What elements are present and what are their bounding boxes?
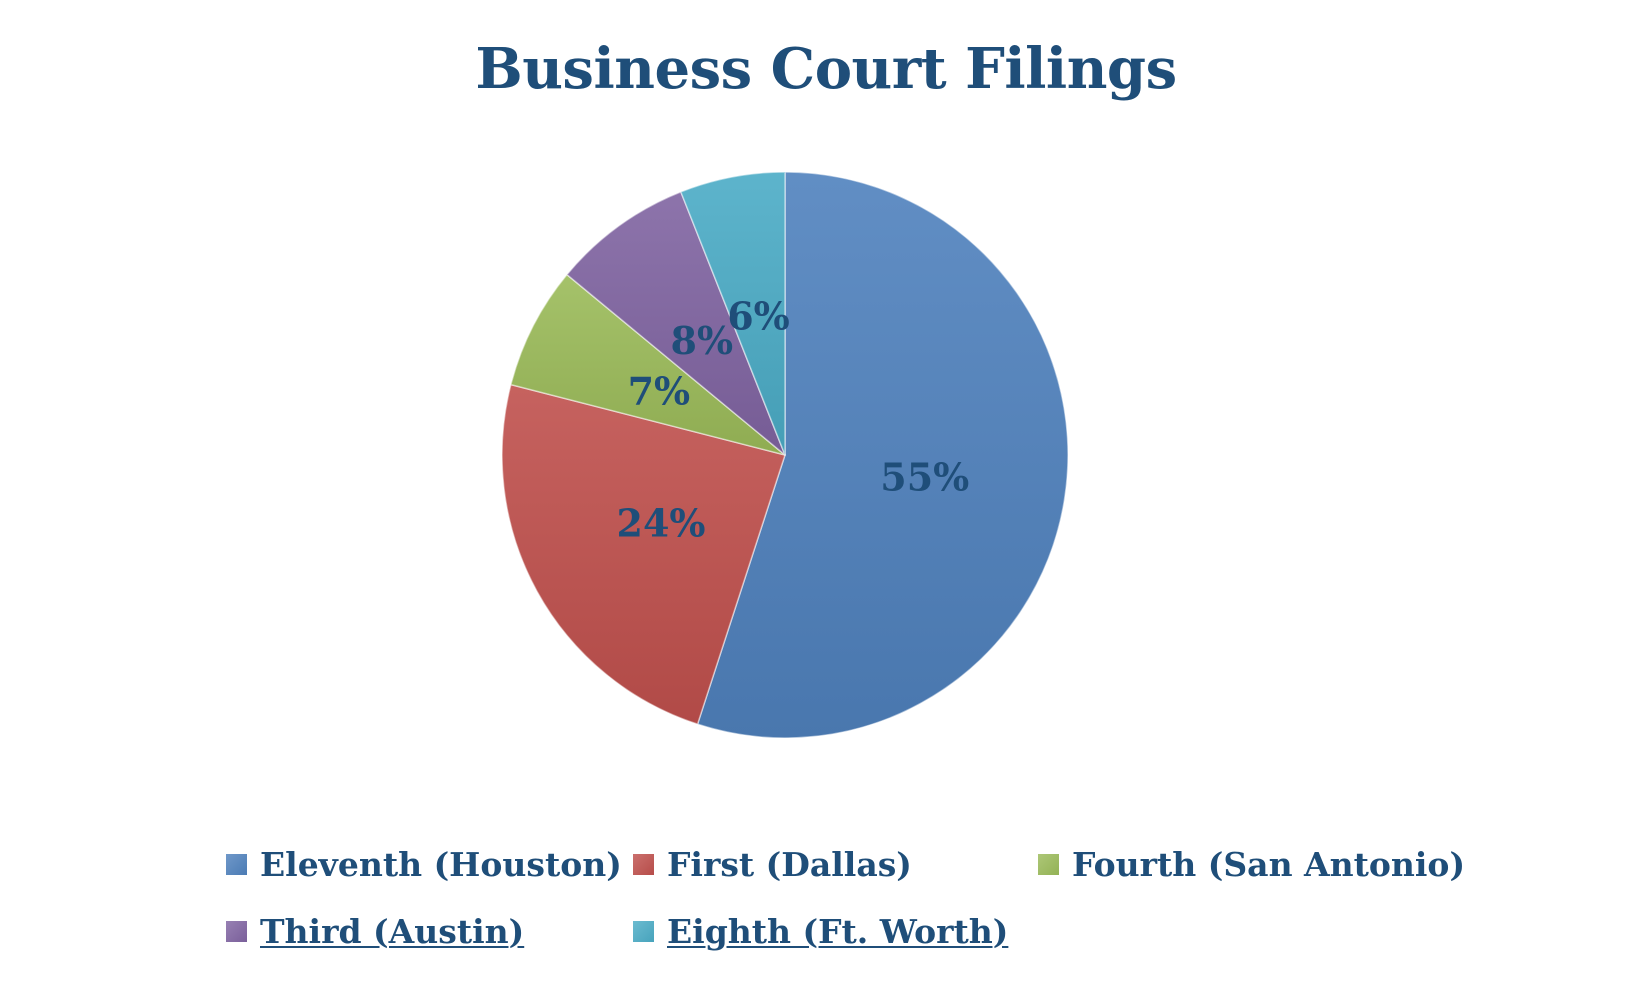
pie-slice-fourth-san-antonio [510, 273, 786, 456]
legend-swatch-icon [226, 920, 247, 942]
legend-swatch-icon [1038, 853, 1059, 875]
legend-label: Fourth (San Antonio) [1072, 844, 1466, 884]
legend-label: Third (Austin) [260, 911, 525, 951]
pie-slice-first-dallas [501, 383, 786, 725]
legend-swatch-icon [633, 920, 654, 942]
slice-percent-label: 8% [671, 318, 734, 363]
pie-chart: 55% 24% 7% 8%6% [501, 171, 1069, 739]
legend-item-eighth-ft-worth: Eighth (Ft. Worth) [633, 909, 1008, 953]
legend-item-fourth-san-antonio: Fourth (San Antonio) [1038, 842, 1465, 886]
slice-percent-label: 55% [880, 455, 969, 500]
legend-item-eleventh-houston: Eleventh (Houston) [226, 842, 622, 886]
legend-item-first-dallas: First (Dallas) [633, 842, 912, 886]
legend-swatch-icon [226, 853, 247, 875]
legend-label: Eleventh (Houston) [260, 844, 622, 884]
legend-label: First (Dallas) [667, 844, 912, 884]
slice-percent-label: 7% [628, 368, 691, 413]
pie-slice-eleventh-houston [696, 171, 1069, 739]
slice-percent-label: 24% [617, 501, 706, 546]
chart-title: Business Court Filings [475, 36, 1177, 102]
legend-swatch-icon [633, 853, 654, 875]
slice-percent-label: 6% [727, 294, 790, 339]
legend-item-third-austin: Third (Austin) [226, 909, 524, 953]
legend-label: Eighth (Ft. Worth) [667, 911, 1009, 951]
pie-slice-eighth-ft-worth [680, 171, 786, 456]
pie-slice-third-austin [566, 191, 786, 456]
